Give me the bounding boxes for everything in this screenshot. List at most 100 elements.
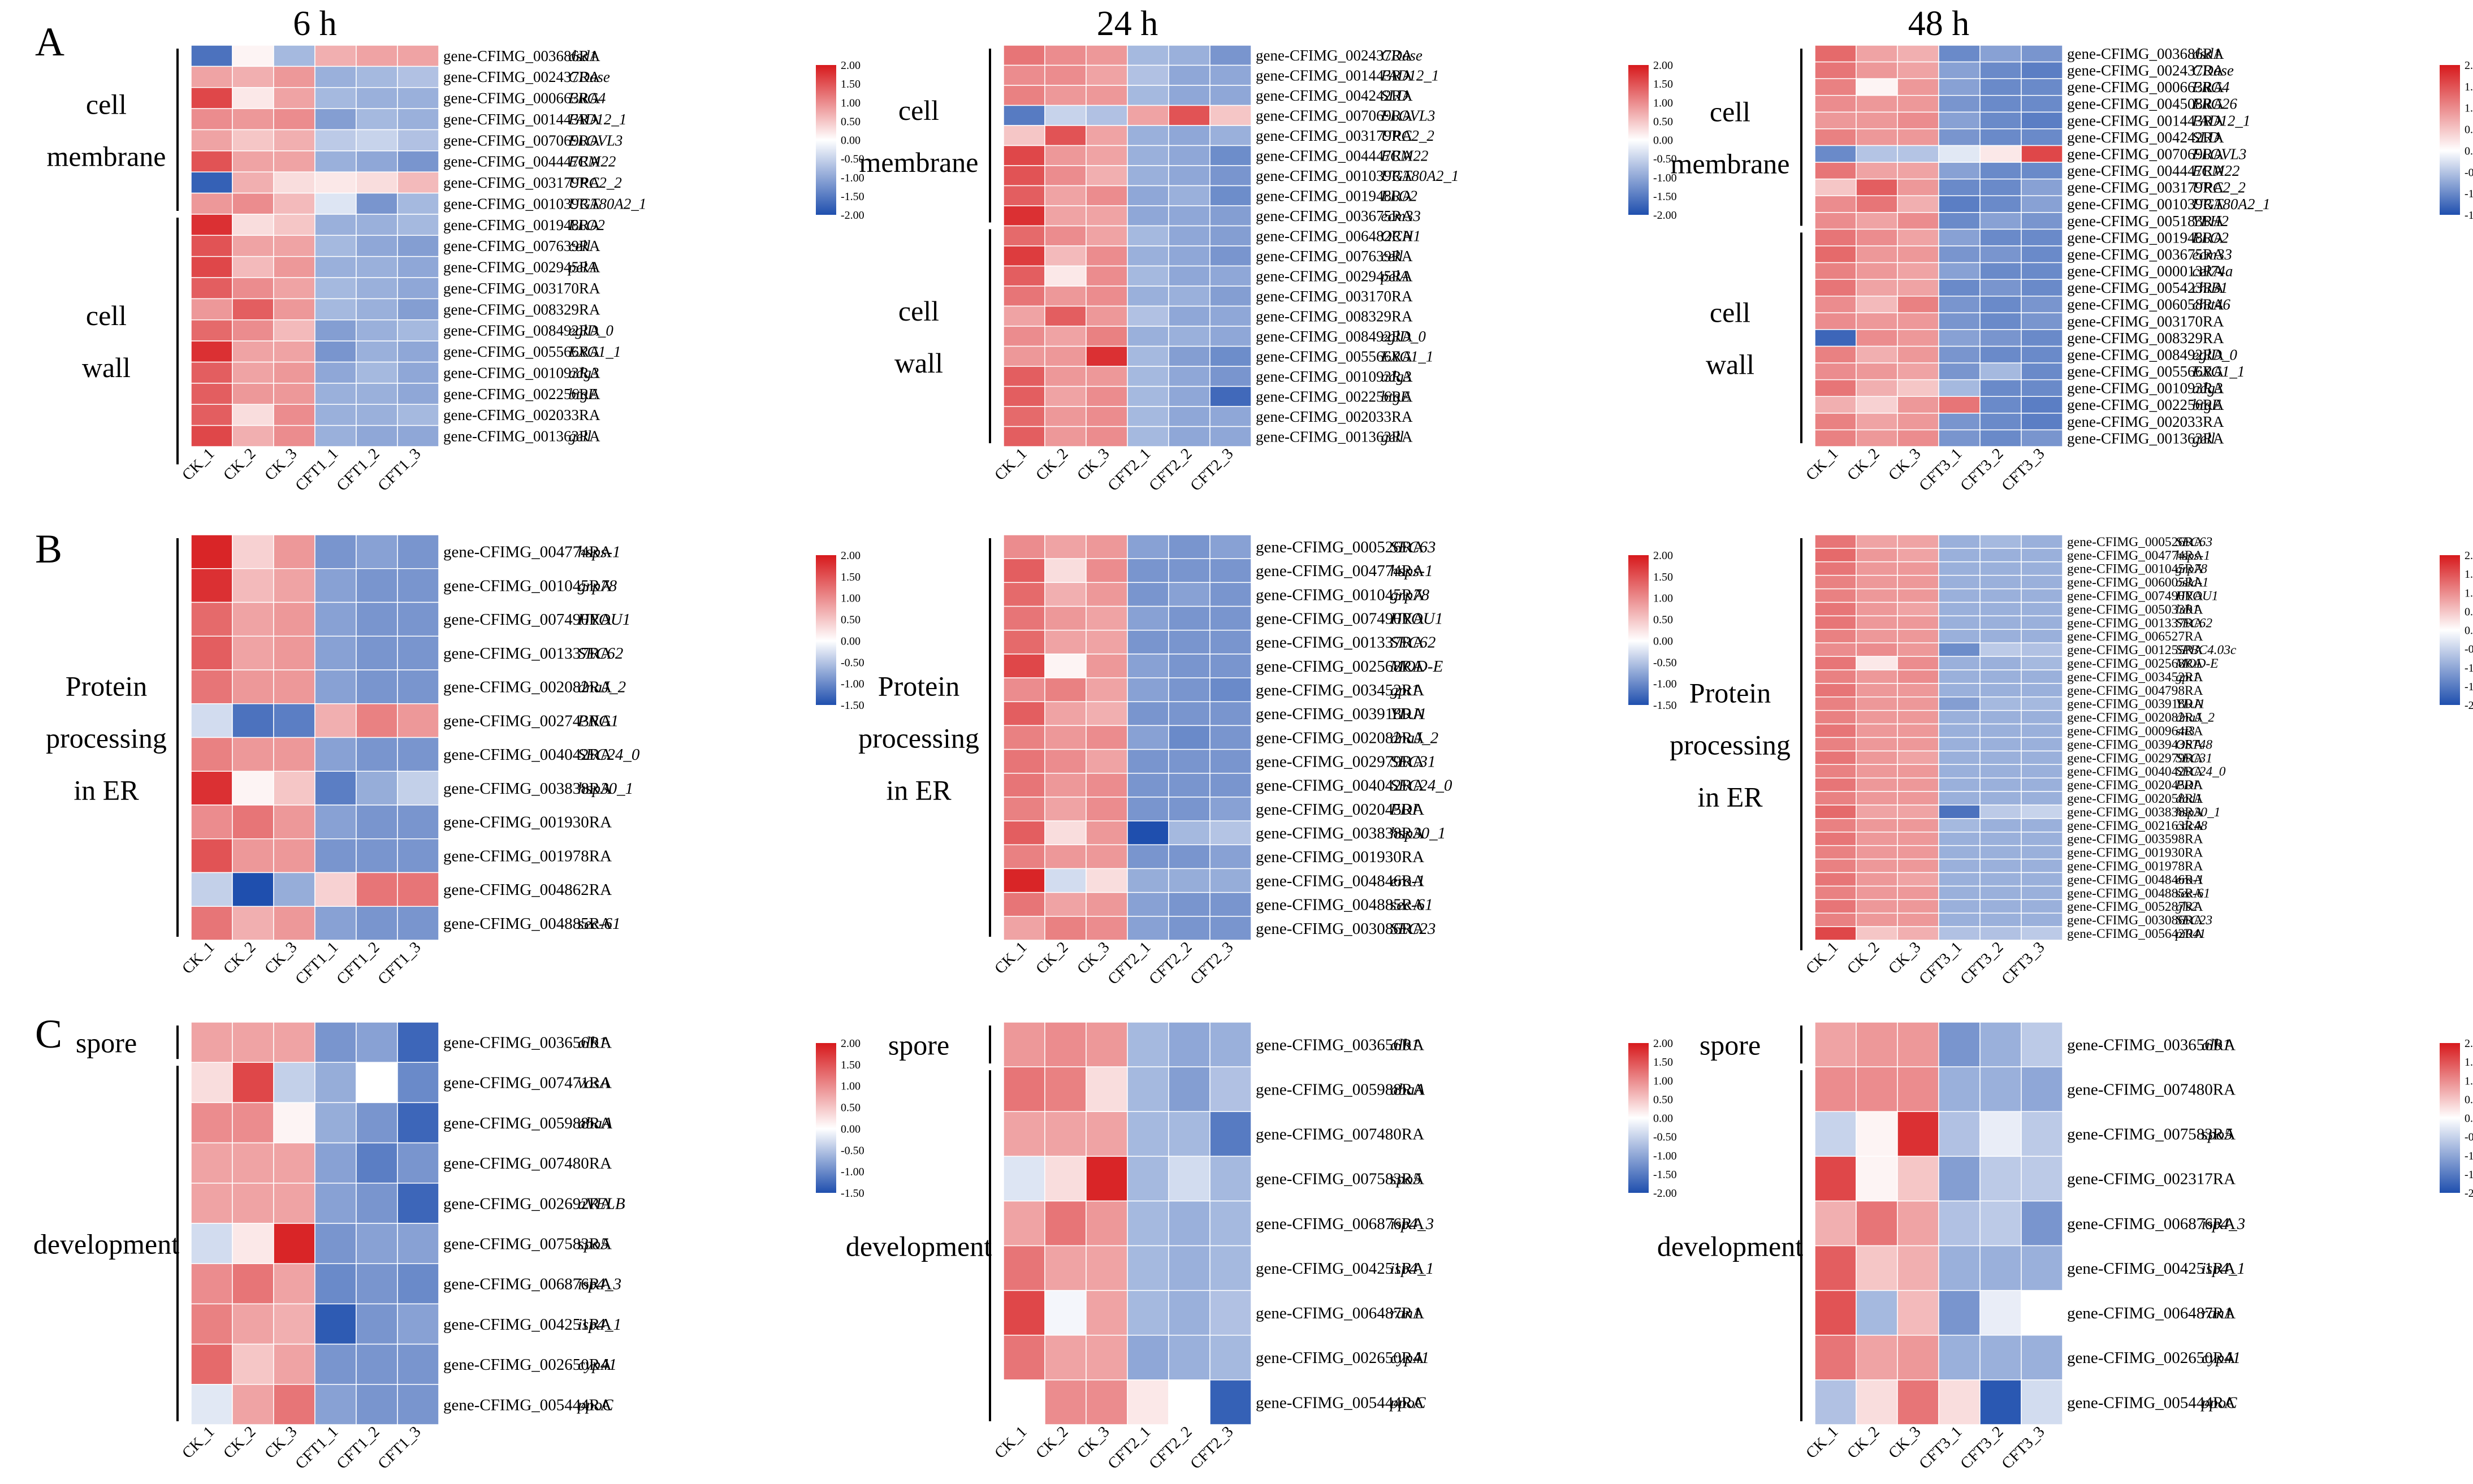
hm-c-3-cell	[1938, 1290, 1981, 1336]
hm-b-2-cell	[1086, 820, 1128, 846]
hm-b-2-group-label: in ER	[886, 775, 952, 806]
hm-b-2-cell	[1209, 558, 1252, 583]
hm-a-1-gene-name: ELO2	[568, 217, 605, 233]
hm-a-3-cell	[1897, 345, 1939, 364]
hm-c-1-cell	[191, 1183, 233, 1224]
hm-a-1-cell	[314, 298, 357, 321]
hm-c-3-legend-bar	[2440, 1043, 2460, 1193]
hm-a-3-gene-name: UPC2_2	[2192, 179, 2246, 196]
hm-a-3-cell	[1938, 128, 1981, 146]
hm-b-3-cell	[1979, 548, 2022, 563]
hm-a-3-cell	[1938, 262, 1981, 280]
hm-a-3-cell	[1856, 78, 1898, 96]
hm-b-2-cell	[1003, 605, 1045, 631]
hm-c-1-gene-id: gene-CFIMG_002650RA	[443, 1356, 612, 1374]
hm-a-3-cell	[1979, 228, 2022, 246]
hm-a-2-cell	[1003, 366, 1045, 387]
hm-b-3-cell	[1856, 737, 1898, 752]
hm-a-3-cell	[1814, 262, 1857, 280]
hm-b-3-cell	[1856, 832, 1898, 846]
hm-a-1-cell	[356, 235, 398, 257]
hm-b-3-gene-name: dnaJ_2	[2176, 711, 2215, 725]
hm-c-2-legend-bar	[1628, 1043, 1649, 1193]
hm-b-2-cell	[1209, 749, 1252, 774]
hm-a-3-cell	[1897, 45, 1939, 63]
hm-a-1-cell	[191, 298, 233, 321]
hm-a-3-column-label: CFT3_1	[1916, 445, 1966, 495]
hm-a-2-cell	[1168, 205, 1210, 227]
hm-b-1-cell	[273, 737, 315, 772]
hm-a-1-cell	[273, 192, 315, 215]
hm-b-2-cell	[1003, 534, 1045, 559]
hm-b-3-cell	[1856, 818, 1898, 833]
hm-b-1-gene-name: hsps-1	[578, 543, 621, 561]
hm-a-3-cell	[1897, 228, 1939, 246]
hm-b-3-cell	[1856, 588, 1898, 603]
hm-b-3-cell	[2021, 885, 2063, 901]
hm-b-2-gene-name: MOD-E	[1390, 657, 1443, 676]
hm-b-3-cell	[1979, 804, 2022, 819]
hm-c-1-gene-id: gene-CFIMG_007480RA	[443, 1154, 612, 1173]
hm-b-1-column-label: CK_1	[179, 938, 218, 977]
hm-b-1-cell	[232, 804, 274, 840]
hm-c-1-group-label: spore	[76, 1027, 137, 1059]
hm-a-3-gene-id: gene-CFIMG_007069RA	[2067, 145, 2224, 162]
hm-c-1-cell	[273, 1343, 315, 1385]
hm-b-2-cell	[1086, 582, 1128, 607]
hm-b-3-cell	[2021, 683, 2063, 698]
hm-b-3-cell	[1979, 602, 2022, 617]
hm-b-3-cell	[1979, 588, 2022, 603]
hm-a-2-cell	[1086, 205, 1128, 227]
hm-a-3-cell	[1938, 228, 1981, 246]
hm-b-1-cell	[356, 534, 398, 569]
hm-b-3-gene-name: SEC23	[2176, 913, 2212, 928]
hm-a-2-cell	[1086, 386, 1128, 407]
hm-b-2-legend-tick: 1.00	[1653, 592, 1673, 605]
hm-a-3-cell	[1897, 296, 1939, 314]
hm-a-3-gene-id: gene-CFIMG_006058RA	[2067, 296, 2224, 313]
hm-a-3-cell	[1856, 379, 1898, 397]
hm-a-2-cell	[1003, 265, 1045, 287]
hm-a-3-cell	[1897, 78, 1939, 96]
hm-a-3-gene-name: ecm33	[2192, 246, 2232, 263]
hm-b-3-legend-tick: 0.50	[2465, 605, 2473, 618]
hm-a-1-cell	[191, 319, 233, 341]
hm-a-3-gene-name: UGT80A2_1	[2192, 196, 2270, 213]
hm-a-3-gene-id: gene-CFIMG_002256RA	[2067, 396, 2224, 413]
hm-c-2-gene-id: gene-CFIMG_007480RA	[1256, 1126, 1424, 1144]
hm-b-2-cell	[1086, 773, 1128, 798]
hm-b-3-gene-id: gene-CFIMG_004774RA	[2067, 548, 2203, 563]
hm-a-2-cell	[1209, 145, 1252, 166]
hm-b-2-cell	[1044, 654, 1087, 678]
hm-b-3-gene-id: gene-CFIMG_005033RA	[2067, 602, 2203, 617]
hm-a-3-cell	[1938, 212, 1981, 230]
hm-b-3-cell	[2021, 764, 2063, 778]
hm-c-2-cell	[1127, 1379, 1169, 1425]
hm-b-3-gene-id: gene-CFIMG_001045RA	[2067, 562, 2203, 577]
hm-b-3-cell	[1938, 629, 1981, 643]
hm-a-3-gene-id: gene-CFIMG_001363RA	[2067, 430, 2224, 447]
hm-b-2-cell	[1127, 773, 1169, 798]
hm-c-2-cell	[1127, 1290, 1169, 1336]
hm-b-3-legend-tick: 2.00	[2465, 550, 2473, 562]
hm-b-2-cell	[1003, 677, 1045, 702]
hm-b-2-cell	[1168, 725, 1210, 750]
hm-a-2-gene-id: gene-CFIMG_004447RA	[1256, 147, 1413, 164]
hm-c-1-cell	[314, 1263, 357, 1305]
hm-a-2-cell	[1003, 205, 1045, 227]
hm-c-2-legend-tick: -0.50	[1653, 1131, 1677, 1144]
hm-a-3-cell	[2021, 379, 2063, 397]
hm-b-3-cell	[1814, 818, 1857, 833]
hm-b-2-cell	[1168, 820, 1210, 846]
hm-b-3-cell	[1814, 574, 1857, 590]
hm-b-1-gene-id: gene-CFIMG_007490RA	[443, 611, 612, 629]
hm-c-3-cell	[2021, 1156, 2063, 1202]
hm-a-3-cell	[1814, 379, 1857, 397]
hm-a-3-cell	[1814, 312, 1857, 330]
hm-c-2-gene-id: gene-CFIMG_004251RA	[1256, 1260, 1424, 1278]
hm-b-3-cell	[1979, 818, 2022, 833]
hm-b-2-cell	[1003, 916, 1045, 941]
hm-b-2-cell	[1086, 558, 1128, 583]
hm-a-2-cell	[1209, 366, 1252, 387]
